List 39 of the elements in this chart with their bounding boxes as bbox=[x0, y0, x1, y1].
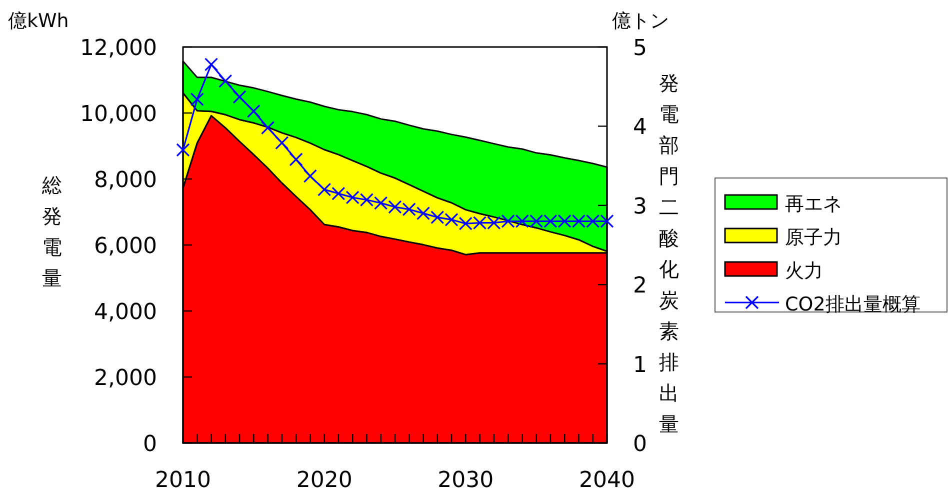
point bbox=[261, 120, 275, 135]
text: 億kWh bbox=[8, 10, 69, 32]
point bbox=[218, 74, 232, 88]
x-tick-label: 2030 bbox=[438, 468, 494, 493]
y-tick-label: 6,000 bbox=[94, 234, 157, 259]
y2-tick-label: 5 bbox=[633, 36, 647, 61]
point bbox=[332, 186, 346, 200]
legend-label: 再エネ bbox=[785, 193, 842, 215]
y-tick-label: 10,000 bbox=[80, 102, 157, 127]
y-tick-label: 0 bbox=[143, 432, 157, 457]
text: 億トン bbox=[612, 10, 669, 32]
point bbox=[303, 169, 317, 183]
y-tick-label: 4,000 bbox=[94, 300, 157, 325]
y-tick-label: 8,000 bbox=[94, 168, 157, 193]
y2-tick-label: 2 bbox=[633, 274, 647, 299]
y2-tick-label: 0 bbox=[633, 432, 647, 457]
x-tick-label: 2010 bbox=[155, 468, 211, 493]
point bbox=[190, 92, 204, 106]
point bbox=[416, 206, 430, 220]
point bbox=[275, 136, 289, 150]
y-tick-label: 2,000 bbox=[94, 366, 157, 391]
x-tick-label: 2020 bbox=[296, 468, 352, 493]
point bbox=[204, 58, 218, 72]
point bbox=[289, 152, 303, 166]
point bbox=[374, 196, 388, 210]
point bbox=[246, 104, 260, 118]
y2-tick-label: 1 bbox=[633, 352, 647, 378]
y-axis-title: 総発電量 bbox=[41, 173, 62, 290]
text: 発電部門二酸化炭素排出量 bbox=[659, 71, 679, 436]
legend-label: 原子力 bbox=[785, 226, 842, 248]
y2-tick-label: 3 bbox=[633, 194, 647, 220]
y2-tick-label: 4 bbox=[633, 115, 647, 140]
legend-label: 火力 bbox=[785, 260, 823, 282]
point bbox=[318, 182, 332, 196]
x-tick-label: 2040 bbox=[579, 468, 635, 493]
y-tick-label: 12,000 bbox=[80, 36, 157, 61]
point bbox=[232, 90, 246, 104]
legend-label: CO2排出量概算 bbox=[785, 294, 920, 316]
point bbox=[176, 143, 190, 157]
